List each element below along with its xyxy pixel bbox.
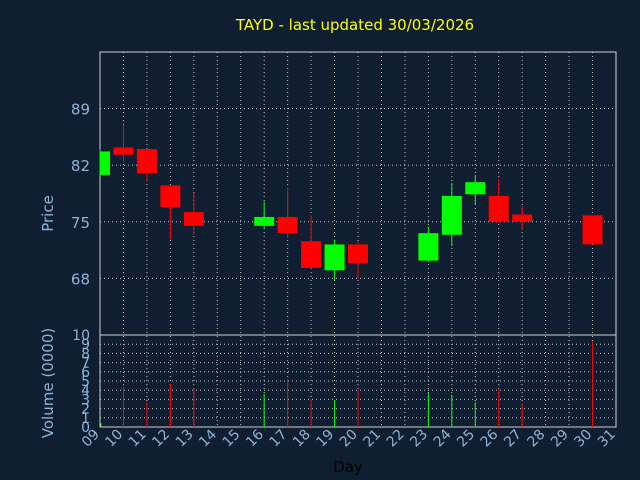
price-tick-label: 75 [71,214,90,232]
price-axis-title: Price [39,195,57,232]
candle-body [136,149,157,174]
candle [582,215,603,245]
x-tick-label: 10 [102,427,126,451]
x-tick-label: 23 [407,427,431,451]
x-tick-label: 11 [126,427,150,451]
volume-tick-label: 7 [81,356,90,372]
grid-lines [100,52,616,427]
x-axis-title: Day [333,458,363,476]
candle-body [488,195,509,222]
candle-body [113,147,134,155]
price-tick-label: 68 [71,270,90,288]
chart-title: TAYD - last updated 30/03/2026 [235,16,474,34]
x-tick-label: 21 [360,427,384,451]
candle-body [160,185,181,208]
x-tick-label: 20 [337,427,361,451]
candle [160,185,181,240]
x-tick-label: 22 [384,427,408,451]
x-tick-label: 15 [220,427,244,451]
candle [183,192,204,235]
volume-tick-label: 8 [81,346,90,362]
x-tick-label: 27 [501,427,525,451]
candle [418,226,439,263]
x-tick-label: 26 [478,426,502,450]
x-tick-label: 16 [243,426,267,450]
x-tick-label: 24 [431,426,455,450]
candle-body [348,244,368,264]
volume-tick-label: 3 [81,392,90,408]
x-tick-label: 18 [290,427,314,451]
candle-body [254,216,275,226]
candle [301,215,322,269]
candle [254,201,275,229]
candle-body [418,233,439,261]
x-tick-label: 17 [267,427,291,451]
volume-bars [100,341,594,427]
volume-axis-title: Volume (0000) [39,328,57,438]
candle [465,174,486,205]
candle [324,239,345,281]
price-tick-label: 82 [71,157,90,175]
candle-body [100,151,110,175]
price-tick-label: 89 [71,101,90,119]
x-tick-label: 30 [571,427,595,451]
axis-labels: 09 10 11 12 13 14 15 16 17 18 19 20 21 22 23 24 25 26 27 28… [39,101,619,476]
volume-tick-label: 0 [81,420,90,436]
volume-tick-label: 4 [81,383,90,399]
volume-tick-label: 10 [72,328,90,344]
candlesticks [99,124,603,281]
candle [99,149,110,175]
x-tick-label: 25 [454,427,478,451]
candle [441,182,462,247]
x-tick-label: 12 [149,427,173,451]
volume-tick-label: 5 [81,374,90,390]
candle [348,241,368,279]
candle-body [183,212,204,226]
candle [512,206,533,230]
candle-body [324,244,345,271]
volume-tick-label: 9 [81,337,90,353]
x-tick-label: 29 [548,427,572,451]
candle-body [582,215,603,245]
candle-body [277,216,298,234]
volume-tick-label: 1 [81,411,90,427]
x-tick-label: 14 [196,426,220,450]
candle [113,124,134,162]
x-tick-label: 31 [595,427,619,451]
x-tick-label: 13 [173,427,197,451]
candle [136,149,157,182]
candle-body [465,182,486,195]
volume-tick-label: 6 [81,365,90,381]
candle-body [301,241,322,268]
candle [488,179,509,224]
candle-body [441,195,462,235]
candle-body [512,214,533,222]
x-tick-label: 19 [313,427,337,451]
x-tick-label: 28 [525,427,549,451]
volume-tick-label: 2 [81,402,90,418]
candle [277,187,298,238]
